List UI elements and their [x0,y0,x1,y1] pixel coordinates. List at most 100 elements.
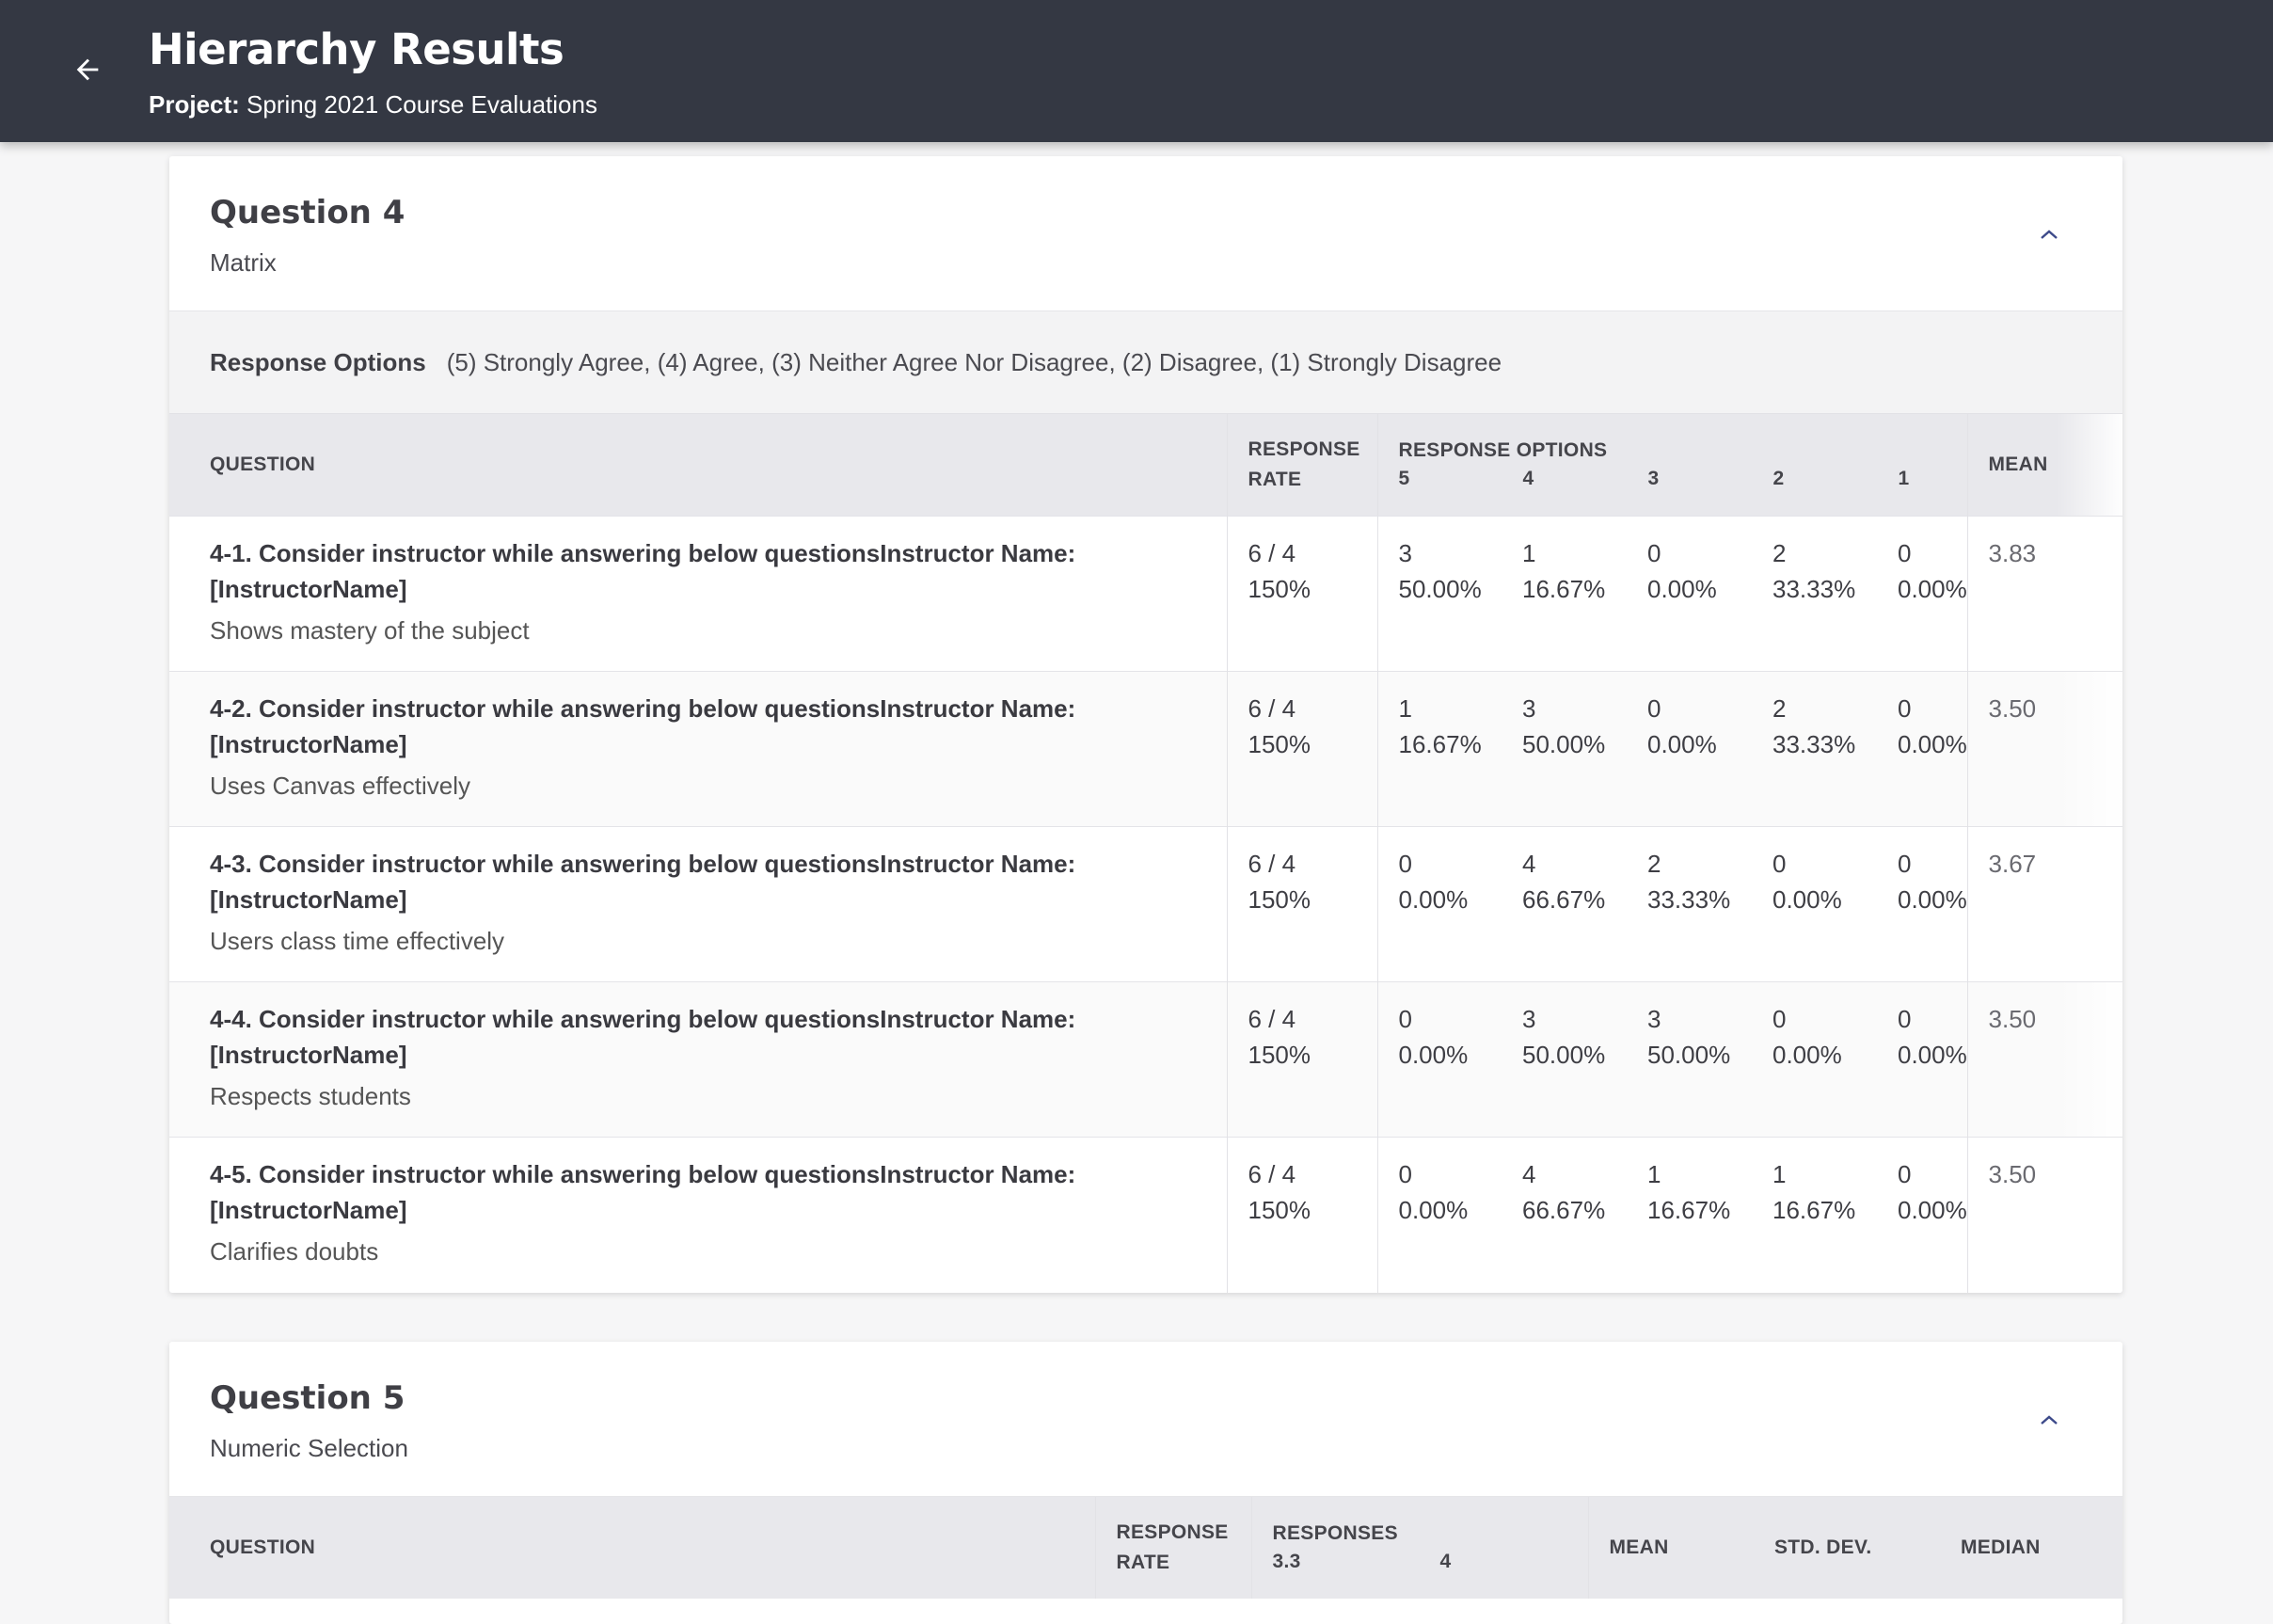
question-cell: 4-4. Consider instructor while answering… [169,982,1227,1138]
col-opt-2[interactable]: 2 [1772,468,1785,489]
response-count: 6 / 4 [1248,694,1296,723]
col-mean[interactable]: MEAN [1587,1497,1754,1599]
question-4-card: Question 4 Matrix Response Options (5) S… [169,156,2122,1293]
col-opt-4[interactable]: 4 [1522,468,1534,489]
option-5-cell: 1 16.67% [1376,671,1502,827]
question-4-header[interactable]: Question 4 Matrix [169,156,2122,311]
option-count: 1 [1522,539,1536,567]
option-count: 0 [1398,850,1412,878]
response-rate-cell: 6 / 4 150% [1226,671,1377,827]
col-response-rate[interactable]: RESPONSE RATE [1094,1497,1251,1599]
option-2-cell: 0 0.00% [1752,827,1877,982]
col-mean[interactable]: MEAN [1966,414,2122,517]
option-percent: 0.00% [1398,1041,1469,1069]
response-values: 3.3 4 [1273,1547,1588,1577]
response-rate-cell: 6 / 4 150% [1226,1137,1377,1293]
option-percent: 0.00% [1647,730,1717,758]
col-median[interactable]: MEDIAN [1961,1536,2041,1558]
col-question[interactable]: QUESTION [210,1536,316,1558]
response-options-text: (5) Strongly Agree, (4) Agree, (3) Neith… [446,347,1502,376]
option-count: 2 [1772,539,1787,567]
col-response-options-label: RESPONSE OPTIONS [1398,439,1608,461]
question-text-line2: [InstructorName] [210,730,407,758]
col-opt-3[interactable]: 3 [1647,468,1660,489]
table-row: 4-3. Consider instructor while answering… [169,826,2122,982]
page-title: Hierarchy Results [149,24,564,74]
app-header: Hierarchy Results Project: Spring 2021 C… [0,0,2273,142]
mean-value: 3.50 [1988,1005,2037,1033]
col-val-1[interactable]: 3.3 [1272,1551,1301,1572]
table-row: 4-2. Consider instructor while answering… [169,671,2122,827]
table-header-row: QUESTION RESPONSE RATE RESPONSES 3.3 4 M… [169,1497,2122,1599]
col-responses: RESPONSES 3.3 4 [1250,1497,1588,1599]
option-count: 1 [1772,1160,1787,1188]
question-cell: 4-2. Consider instructor while answering… [169,672,1227,827]
option-percent: 50.00% [1647,1041,1731,1069]
option-count: 3 [1647,1005,1661,1033]
option-count: 0 [1647,539,1661,567]
question-5-header[interactable]: Question 5 Numeric Selection [169,1342,2122,1497]
col-response-rate-line2: RATE [1248,469,1302,490]
option-5-cell: 0 0.00% [1376,1137,1502,1293]
option-percent: 66.67% [1522,1196,1606,1224]
option-percent: 0.00% [1398,885,1469,914]
option-2-cell: 2 33.33% [1752,517,1877,672]
response-count: 6 / 4 [1248,1005,1296,1033]
option-2-cell: 1 16.67% [1752,1138,1877,1293]
option-count: 2 [1772,694,1787,723]
option-percent: 0.00% [1898,1196,1967,1224]
option-count: 0 [1898,1160,1912,1188]
option-percent: 0.00% [1898,885,1967,914]
response-rate-cell: 6 / 4 150% [1226,516,1377,672]
question-type: Matrix [210,248,277,277]
question-text-line1: 4-1. Consider instructor while answering… [210,539,1076,567]
col-std-dev[interactable]: STD. DEV. [1774,1536,1872,1558]
option-percent: 16.67% [1772,1196,1856,1224]
option-count: 2 [1647,850,1661,878]
col-val-2[interactable]: 4 [1439,1551,1452,1572]
option-percent: 16.67% [1647,1196,1731,1224]
response-count: 6 / 4 [1248,1160,1296,1188]
col-response-rate-line1: RESPONSE [1248,438,1360,460]
col-question[interactable]: QUESTION [210,454,316,475]
option-count: 4 [1522,1160,1536,1188]
question-text-line2: [InstructorName] [210,575,407,603]
chevron-up-icon [2041,230,2058,239]
option-percent: 33.33% [1647,885,1731,914]
collapse-button[interactable] [2032,1403,2066,1437]
chevron-up-icon [2041,1415,2058,1425]
option-5-cell: 3 50.00% [1376,516,1502,672]
option-count: 0 [1898,1005,1912,1033]
mean-cell: 3.83 [1966,516,2122,672]
question-text-line1: 4-3. Consider instructor while answering… [210,850,1076,878]
question-cell: 4-1. Consider instructor while answering… [169,517,1227,672]
question-subtext: Respects students [210,1082,411,1110]
col-response-rate[interactable]: RESPONSE RATE [1226,414,1377,517]
option-percent: 50.00% [1522,730,1606,758]
response-count: 6 / 4 [1248,539,1296,567]
option-percent: 50.00% [1522,1041,1606,1069]
arrow-left-icon [76,58,99,81]
question-title: Question 5 [210,1379,405,1417]
option-count: 1 [1647,1160,1661,1188]
option-count: 1 [1398,694,1412,723]
mean-cell: 3.67 [1966,826,2122,982]
question-cell: 4-5. Consider instructor while answering… [169,1138,1227,1293]
question-text: 4-3. Consider instructor while answering… [210,846,1208,917]
table-row: 4-5. Consider instructor while answering… [169,1137,2122,1293]
col-opt-1[interactable]: 1 [1898,468,1910,489]
question-subtext: Shows mastery of the subject [210,616,530,645]
option-3-cell: 0 0.00% [1627,672,1752,827]
mean-value: 3.67 [1988,850,2037,878]
option-percent: 0.00% [1772,1041,1842,1069]
project-name: Spring 2021 Course Evaluations [246,90,597,119]
collapse-button[interactable] [2032,217,2066,251]
back-button[interactable] [66,48,109,91]
col-opt-5[interactable]: 5 [1398,468,1410,489]
option-count: 0 [1898,539,1912,567]
question-text: 4-2. Consider instructor while answering… [210,691,1208,762]
option-percent: 16.67% [1398,730,1482,758]
question-text-line2: [InstructorName] [210,885,407,914]
option-4-cell: 4 66.67% [1502,1138,1627,1293]
option-5-cell: 0 0.00% [1376,981,1502,1138]
